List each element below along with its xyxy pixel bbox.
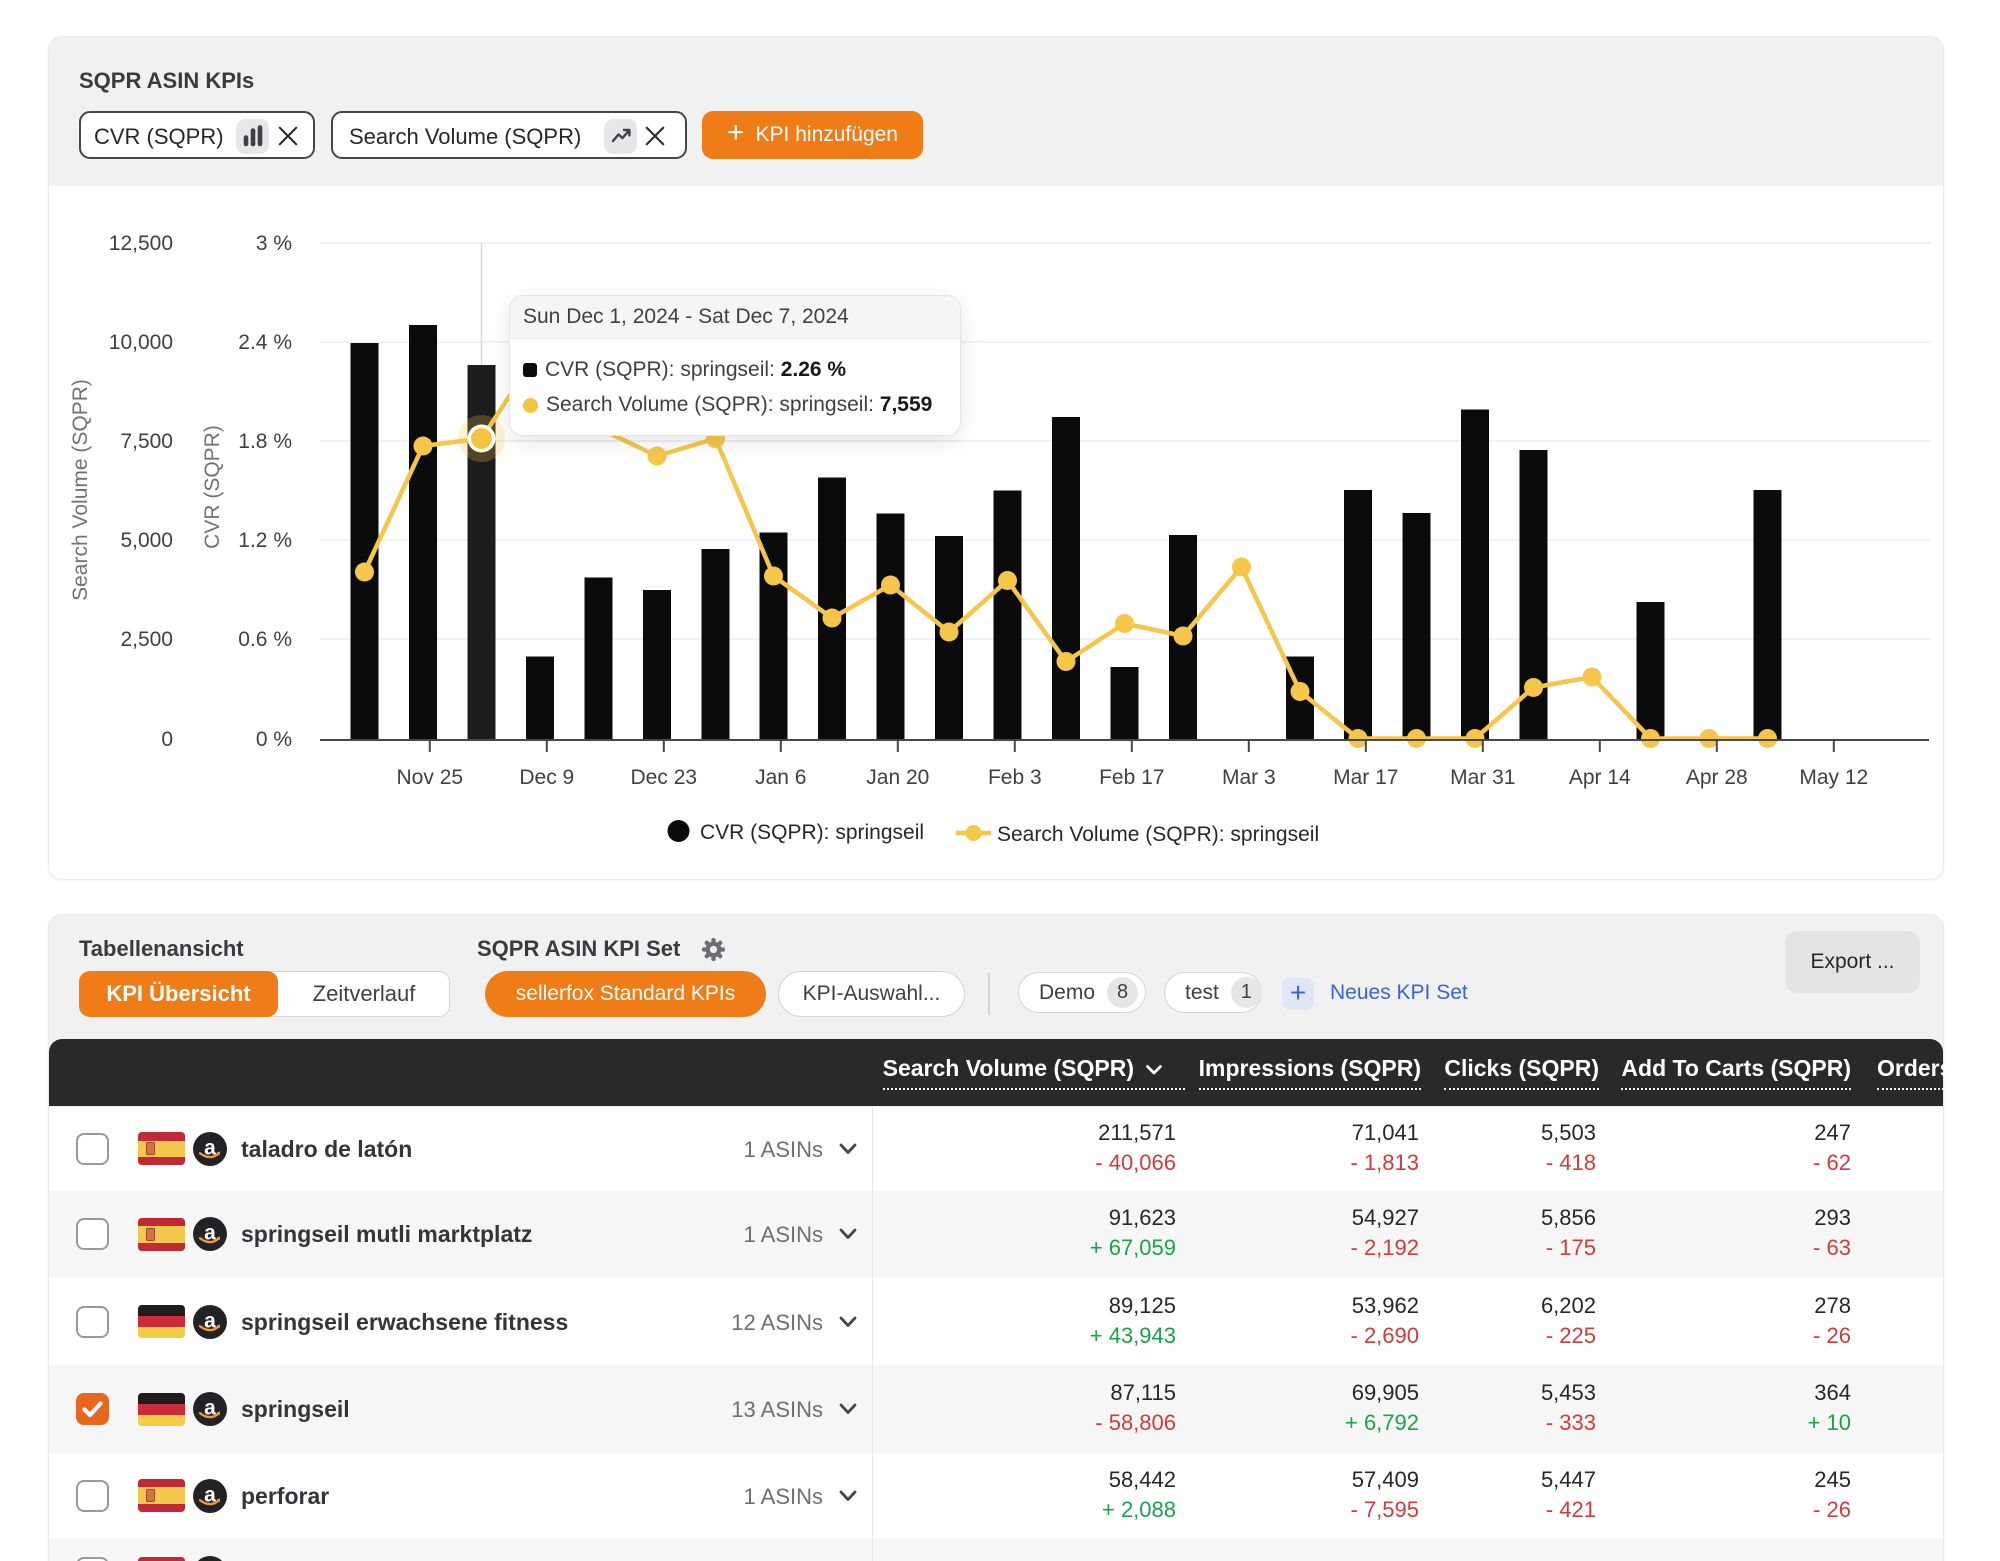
svg-text:Mar 17: Mar 17 [1333,766,1398,789]
svg-text:Feb 3: Feb 3 [988,766,1042,789]
svg-text:Jan 6: Jan 6 [755,766,806,789]
svg-text:Feb 17: Feb 17 [1099,766,1164,789]
svg-text:5,000: 5,000 [120,529,173,552]
svg-text:CVR (SQPR): springseil: CVR (SQPR): springseil [700,821,924,844]
svg-text:Jan 20: Jan 20 [866,766,929,789]
svg-text:a: a [204,1483,216,1506]
svg-text:2.4 %: 2.4 % [238,331,292,354]
svg-text:Apr 28: Apr 28 [1686,766,1748,789]
svg-text:0 %: 0 % [256,728,292,751]
svg-text:0.6 %: 0.6 % [238,628,292,651]
svg-text:Nov 25: Nov 25 [397,766,464,789]
svg-text:a: a [204,1397,216,1420]
svg-text:12,500: 12,500 [109,232,173,255]
svg-text:Search Volume (SQPR): springse: Search Volume (SQPR): springseil [997,823,1319,846]
svg-text:a: a [204,1136,216,1159]
svg-text:Search Volume (SQPR): Search Volume (SQPR) [69,379,92,601]
svg-text:1.2 %: 1.2 % [238,529,292,552]
svg-text:Dec 23: Dec 23 [631,766,698,789]
svg-text:7,500: 7,500 [120,430,173,453]
svg-text:1.8 %: 1.8 % [238,430,292,453]
svg-text:Mar 3: Mar 3 [1222,766,1276,789]
svg-text:0: 0 [161,728,173,751]
svg-text:3 %: 3 % [256,232,292,255]
svg-text:Apr 14: Apr 14 [1569,766,1631,789]
svg-text:2,500: 2,500 [120,628,173,651]
svg-text:a: a [204,1309,216,1332]
svg-text:CVR (SQPR): CVR (SQPR) [201,425,224,549]
svg-text:May 12: May 12 [1799,766,1868,789]
svg-text:Mar 31: Mar 31 [1450,766,1515,789]
svg-text:10,000: 10,000 [109,331,173,354]
svg-text:Dec 9: Dec 9 [519,766,574,789]
svg-text:a: a [204,1222,216,1245]
